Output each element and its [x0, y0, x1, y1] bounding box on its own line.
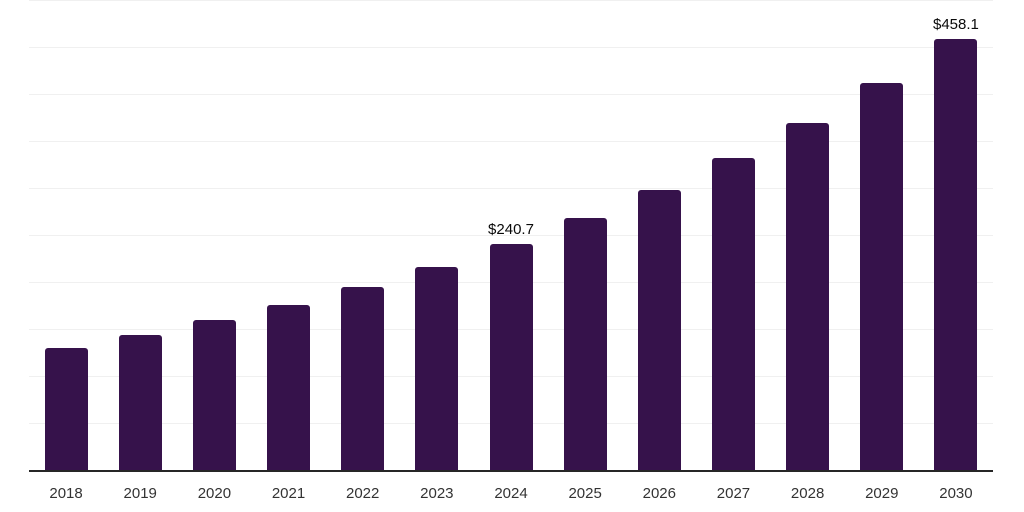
x-tick-label-2022: 2022 [346, 485, 380, 502]
x-tick-label-2021: 2021 [271, 485, 306, 502]
bar-2022 [341, 287, 385, 470]
bar-2030 [934, 39, 978, 470]
bar-2018 [44, 347, 88, 470]
value-label-2030: $458.1 [932, 16, 979, 34]
gridline-350 [29, 141, 993, 142]
x-tick-label-2025: 2025 [568, 485, 602, 502]
bar-2024 [489, 243, 533, 470]
plot-area: $240.7 $458.1 [29, 0, 993, 472]
x-tick-label-2019: 2019 [123, 485, 157, 502]
x-tick-label-2023: 2023 [420, 485, 454, 502]
bar-2023 [415, 267, 459, 470]
x-tick-label-2026: 2026 [642, 485, 676, 502]
x-tick-label-2027: 2027 [716, 485, 751, 502]
x-axis: 2018 2019 2020 2021 2022 2023 2024 2025 2026 2027… [29, 484, 993, 504]
bar-2027 [711, 157, 755, 470]
gridline-300 [29, 188, 993, 189]
bar-2020 [192, 320, 236, 470]
x-tick-label-2030: 2030 [939, 485, 973, 502]
x-tick-label-2028: 2028 [790, 485, 825, 502]
x-axis-line [29, 470, 993, 472]
x-tick-label-2020: 2020 [197, 485, 232, 502]
value-label-2024: $240.7 [488, 220, 534, 238]
bar-2026 [637, 189, 681, 470]
bar-2029 [860, 83, 904, 470]
gridline-450 [29, 47, 993, 48]
x-tick-label-2024: 2024 [494, 485, 528, 502]
bar-2025 [563, 218, 607, 470]
gridline-250 [29, 235, 993, 236]
bar-2028 [786, 122, 830, 470]
bar-2021 [267, 304, 311, 470]
x-tick-label-2018: 2018 [49, 485, 83, 502]
gridline-400 [29, 94, 993, 95]
gridline-500 [29, 0, 993, 1]
x-tick-label-2029: 2029 [865, 485, 899, 502]
bar-2019 [118, 335, 162, 470]
